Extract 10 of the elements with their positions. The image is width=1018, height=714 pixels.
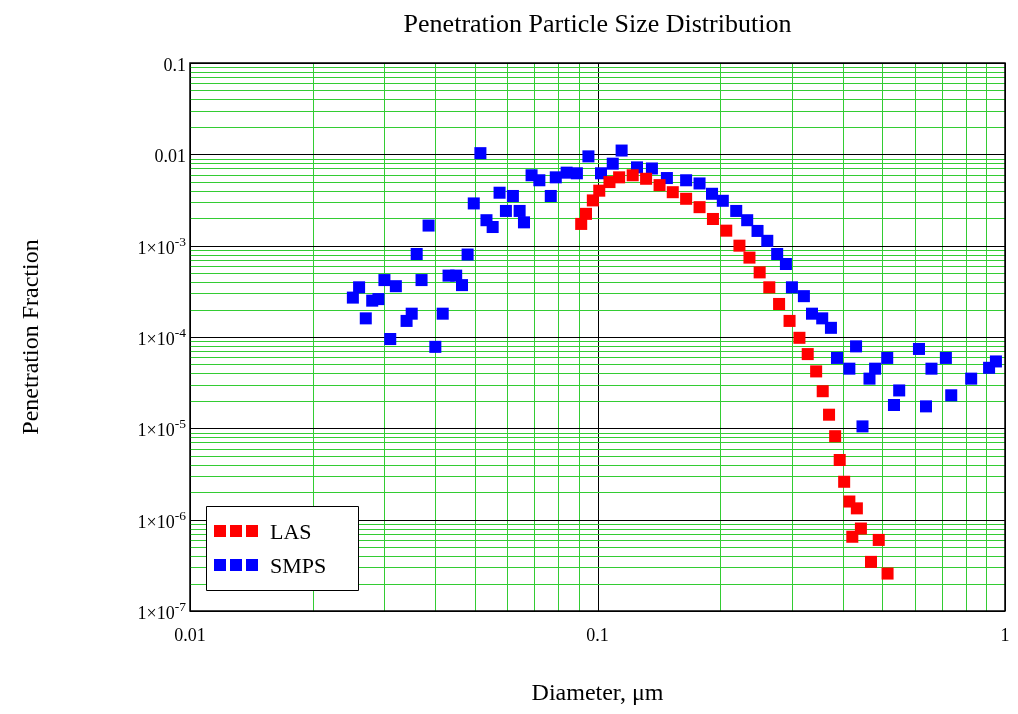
chart-title: Penetration Particle Size Distribution bbox=[403, 9, 792, 38]
y-tick-label: 0.01 bbox=[154, 146, 186, 167]
legend-label: LAS bbox=[270, 519, 312, 544]
y-axis-title: Penetration Fraction bbox=[17, 239, 43, 435]
y-tick-label: 0.1 bbox=[163, 55, 186, 75]
legend-label: SMPS bbox=[270, 553, 327, 578]
x-tick-label: 1 bbox=[1000, 625, 1010, 645]
x-axis-title: Diameter, μm bbox=[531, 679, 664, 705]
x-tick-label: 0.1 bbox=[586, 625, 609, 645]
x-tick-label: 0.01 bbox=[174, 625, 206, 645]
